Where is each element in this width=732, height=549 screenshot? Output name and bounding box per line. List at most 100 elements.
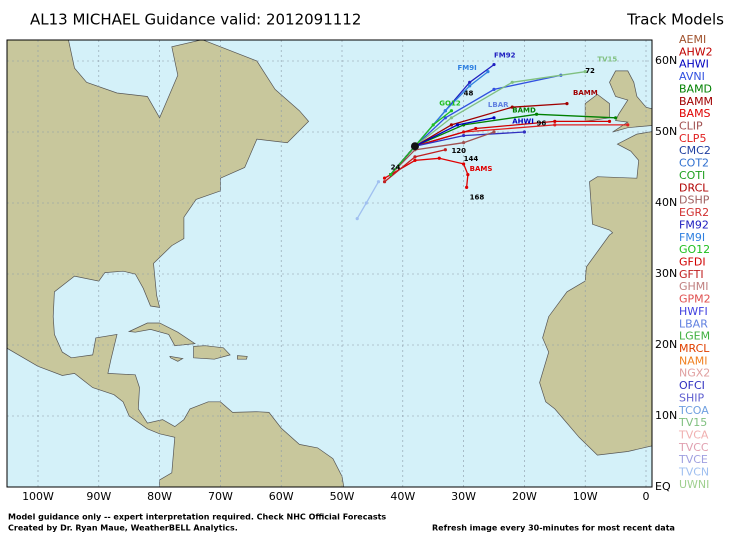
- jamaica: [169, 355, 184, 362]
- track-label: 144: [464, 155, 479, 163]
- track-point: [492, 116, 496, 120]
- legend-entry: BAMS: [679, 107, 711, 120]
- legend-entry: NGX2: [679, 367, 710, 380]
- track-point: [492, 62, 496, 67]
- lat-label: EQ: [655, 480, 671, 493]
- track-point: [510, 105, 514, 109]
- lat-label: 30N: [655, 267, 677, 280]
- legend-entry: TCOA: [678, 404, 709, 417]
- legend-entry: DSHP: [679, 194, 710, 207]
- legend-entry: OFCI: [679, 379, 705, 392]
- map-frame: [6, 39, 653, 488]
- track-label: 72: [585, 67, 595, 75]
- legend-entry: AVNI: [679, 70, 705, 83]
- track-point: [468, 80, 472, 84]
- legend-entry: TVCN: [678, 466, 709, 479]
- track-point: [413, 158, 417, 162]
- puerto-rico: [237, 355, 248, 360]
- legend-entry: COTI: [679, 169, 705, 182]
- legend-entry: TV15: [678, 416, 707, 429]
- track-point: [449, 116, 454, 120]
- legend-entry: GPM2: [679, 293, 711, 306]
- track-point: [364, 201, 368, 205]
- track-point: [437, 156, 441, 160]
- legend-entry: BAMM: [679, 95, 713, 108]
- track-point: [486, 70, 490, 74]
- track-point: [462, 162, 466, 166]
- lat-label: 10N: [655, 409, 677, 422]
- lat-label: 20N: [655, 338, 677, 351]
- legend-entry: NAMI: [679, 354, 708, 367]
- track-point: [614, 116, 618, 120]
- track-point: [553, 119, 557, 123]
- track-point: [382, 176, 387, 180]
- track-label: FM92: [494, 51, 516, 59]
- track-label: 168: [470, 193, 485, 201]
- track-point: [376, 180, 381, 184]
- legend-entry: COT2: [679, 157, 709, 170]
- footer-refresh: Refresh image every 30-minutes for most …: [432, 524, 675, 533]
- track-label: LBAR: [488, 101, 509, 109]
- land: [7, 40, 652, 487]
- legend-entry: BAMD: [679, 82, 712, 95]
- lat-label: 50N: [655, 125, 677, 138]
- legend-entry: GHMI: [679, 280, 709, 293]
- lon-label: 0: [643, 490, 650, 503]
- track-line: [390, 110, 452, 176]
- legend-entry: AEMI: [679, 33, 706, 46]
- legend-entry: GO12: [679, 243, 710, 256]
- track-label: AHWI: [512, 117, 534, 125]
- legend-entry: UWNI: [679, 478, 709, 491]
- track-point: [468, 84, 472, 88]
- lat-label: 60N: [655, 54, 677, 67]
- title: AL13 MICHAEL Guidance valid: 2012091112: [30, 11, 361, 29]
- track-point: [534, 112, 539, 116]
- legend-entry: TVCC: [678, 441, 709, 454]
- legend-entry: AHWI: [679, 58, 709, 71]
- lat-label: 40N: [655, 196, 677, 209]
- lon-label: 100W: [22, 490, 54, 503]
- track-point: [355, 217, 359, 221]
- track-point: [413, 155, 417, 159]
- lon-label: 90W: [86, 490, 111, 503]
- legend-entry: GFDI: [679, 255, 706, 268]
- track-label: GO12: [439, 100, 461, 108]
- lon-label: 50W: [330, 490, 355, 503]
- lon-label: 80W: [147, 490, 172, 503]
- track-point: [607, 119, 612, 123]
- track-point: [565, 102, 569, 106]
- footer-credit: Created by Dr. Ryan Maue, WeatherBELL An…: [8, 524, 238, 533]
- legend-title: Track Models: [626, 11, 724, 29]
- track-point: [443, 109, 447, 113]
- legend-entry: TVCE: [678, 453, 708, 466]
- legend-entry: CMC2: [679, 144, 711, 157]
- track-point: [553, 123, 557, 127]
- north-south-america: [7, 40, 345, 487]
- lon-label: 60W: [269, 490, 294, 503]
- track-point: [492, 87, 496, 91]
- track-line: [384, 157, 469, 188]
- legend-entry: CLP5: [679, 132, 706, 145]
- footer-note: Model guidance only -- expert interpreta…: [8, 513, 386, 522]
- hispaniola: [193, 345, 231, 360]
- lon-label: 70W: [208, 490, 233, 503]
- track-point: [389, 173, 393, 177]
- lon-label: 20W: [512, 490, 537, 503]
- track-label: FM9I: [458, 64, 477, 72]
- track-label: TV15: [597, 56, 617, 64]
- track-label: BAMD: [512, 107, 536, 115]
- track-label: 48: [464, 90, 474, 98]
- track-point: [510, 80, 514, 84]
- lon-label: 10W: [573, 490, 598, 503]
- legend-entry: MRCL: [679, 342, 710, 355]
- track-point: [431, 123, 435, 127]
- track-point: [466, 173, 470, 177]
- track-point: [443, 148, 447, 152]
- legend-entry: FM9I: [679, 231, 705, 244]
- track-point: [462, 141, 466, 145]
- track-label: 120: [451, 147, 466, 155]
- track-point: [443, 116, 447, 120]
- track-point: [522, 130, 527, 134]
